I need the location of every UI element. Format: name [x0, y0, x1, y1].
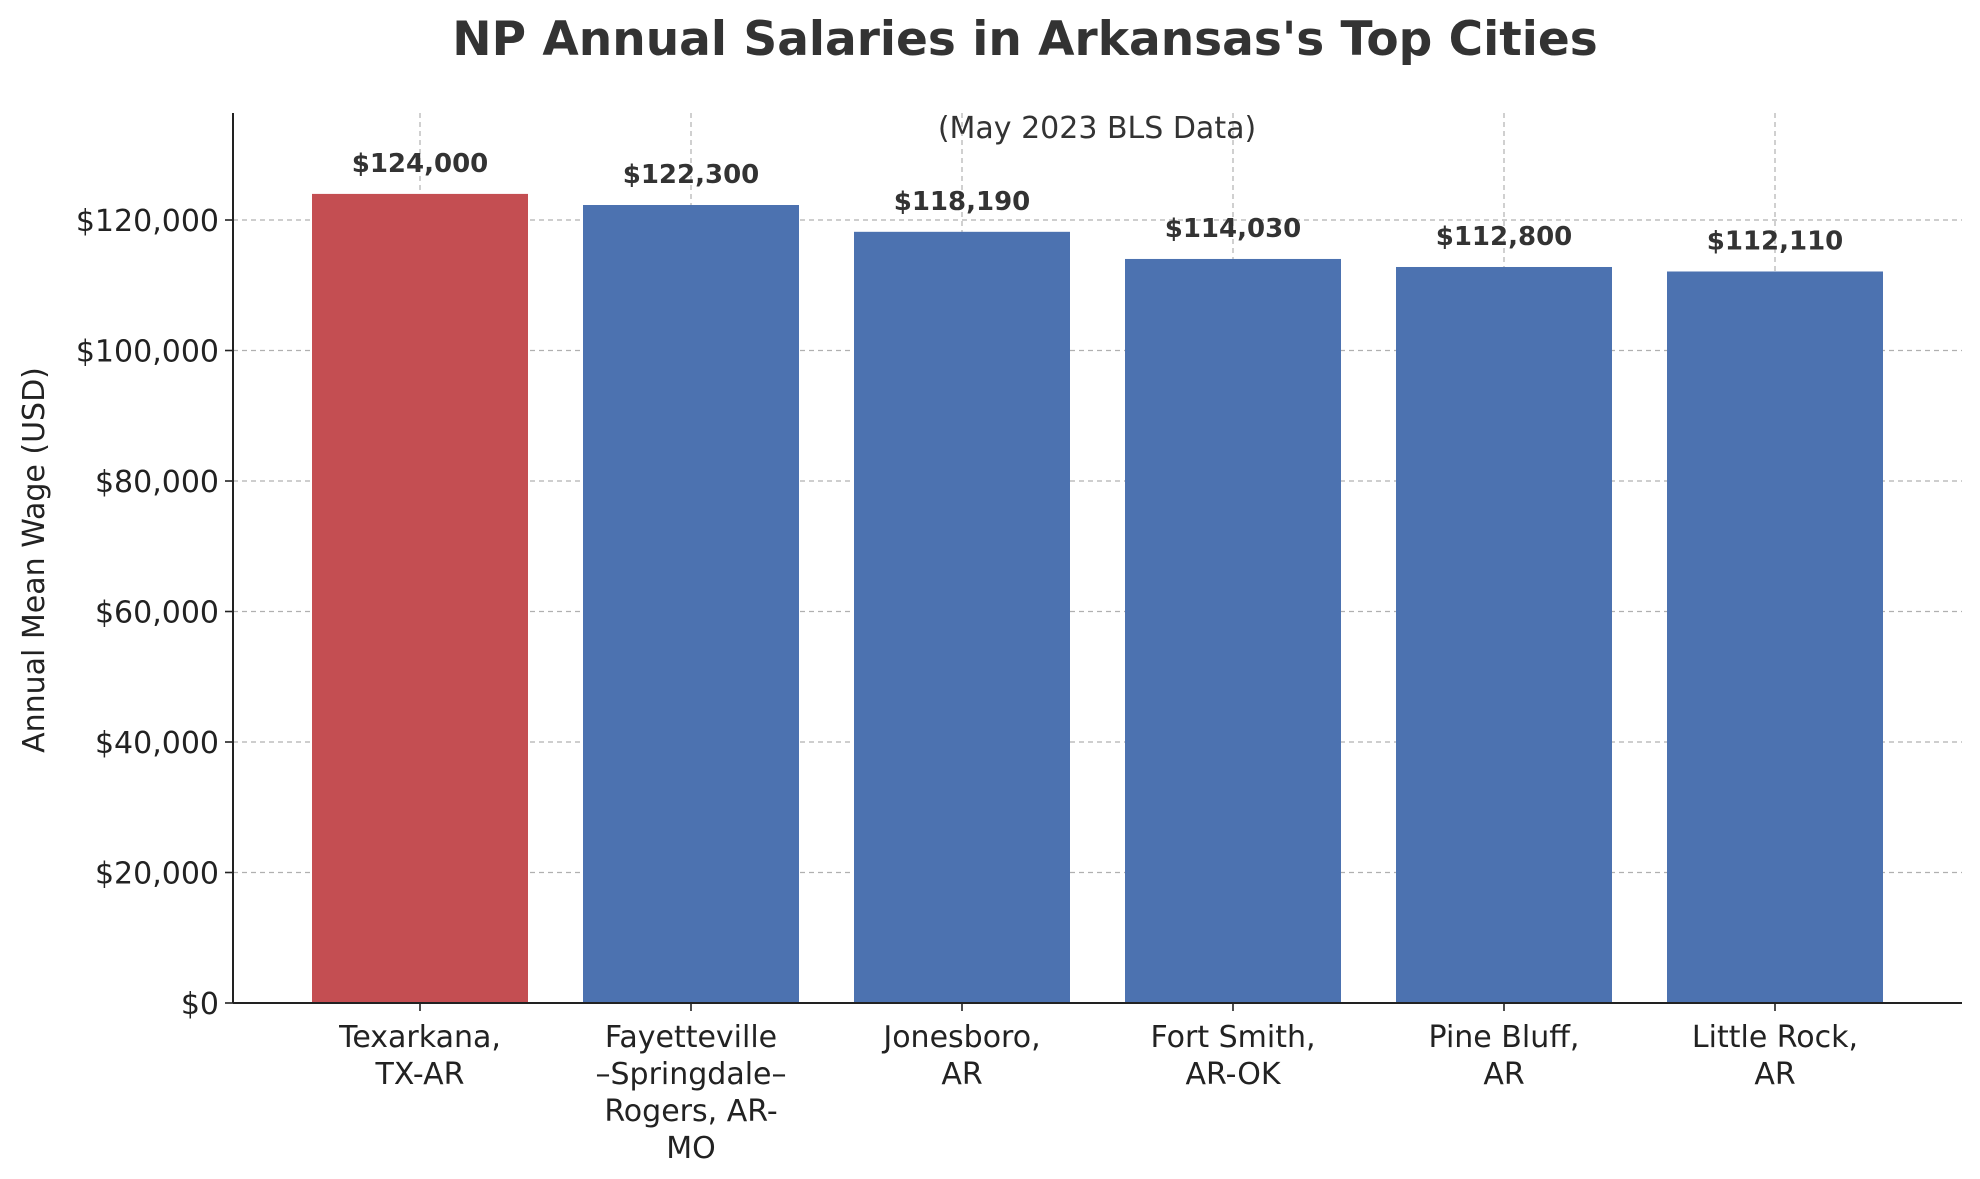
x-tick-label: Pine Bluff, AR [1429, 1020, 1580, 1092]
labels: $0 $20,000 $40,000 $60,000 $80,000 $100,000 $1… [76, 149, 1858, 1166]
axes [225, 113, 1962, 1011]
bar-value-label: $118,190 [894, 187, 1031, 217]
y-tick-label: $100,000 [76, 335, 219, 370]
y-tick-label: $120,000 [76, 204, 219, 239]
y-tick-label: $80,000 [95, 465, 219, 500]
bar-value-label: $112,800 [1436, 222, 1573, 252]
bar-value-label: $122,300 [623, 160, 760, 190]
bar [312, 193, 528, 1004]
bars [312, 193, 1883, 1004]
x-tick-label: Texarkana, TX-AR [338, 1020, 501, 1092]
bar [854, 231, 1070, 1003]
chart-title: NP Annual Salaries in Arkansas's Top Cit… [452, 12, 1597, 67]
bar-value-label: $114,030 [1165, 214, 1302, 244]
chart-subtitle: (May 2023 BLS Data) [938, 111, 1256, 146]
bar [1125, 258, 1341, 1003]
y-tick-label: $60,000 [95, 596, 219, 631]
y-tick-label: $20,000 [95, 857, 219, 892]
bar [1667, 271, 1883, 1003]
y-tick-label: $40,000 [95, 726, 219, 761]
bar-value-label: $124,000 [352, 149, 489, 179]
y-axis-title: Annual Mean Wage (USD) [17, 367, 52, 753]
bar [1396, 266, 1612, 1003]
bar [583, 205, 799, 1003]
x-tick-label: Little Rock, AR [1692, 1020, 1858, 1092]
x-tick-label: Jonesboro, AR [881, 1020, 1040, 1092]
y-tick-label: $0 [181, 987, 219, 1022]
x-tick-label: Fayetteville –Springdale– Rogers, AR-MO [595, 1020, 786, 1166]
x-tick-label: Fort Smith, AR-OK [1150, 1020, 1315, 1092]
bar-value-label: $112,110 [1707, 226, 1844, 256]
